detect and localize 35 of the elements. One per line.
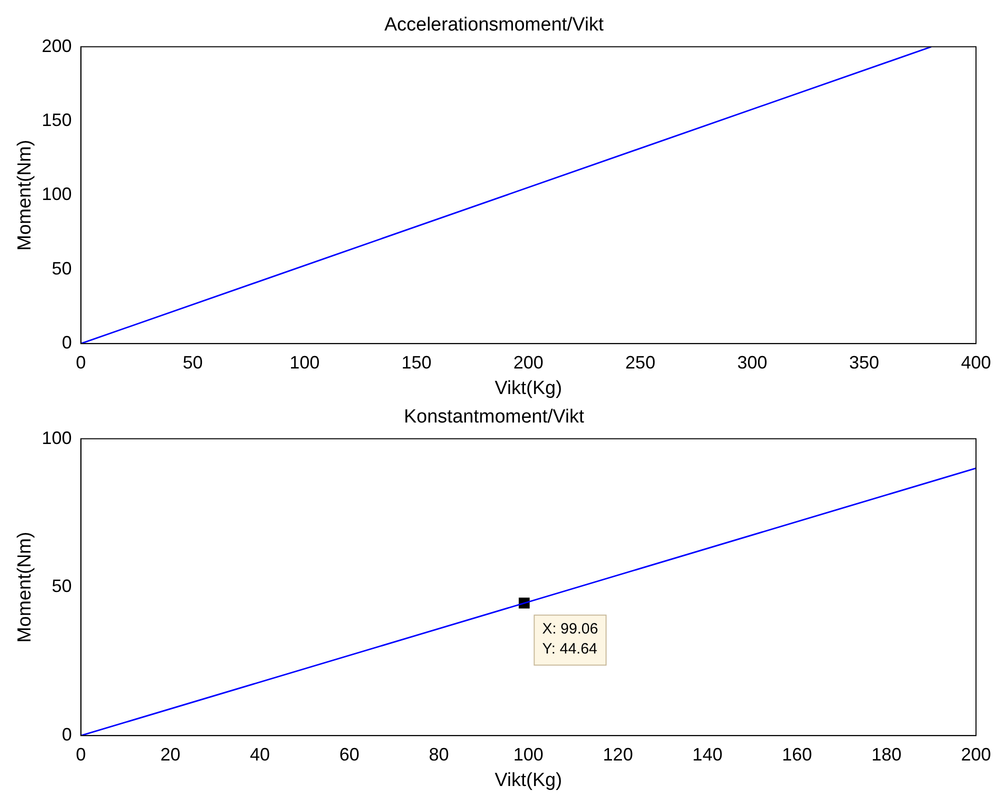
y-tick-label: 0 [62,332,72,353]
x-tick-label: 60 [339,744,360,764]
y-tick-label: 200 [42,36,72,56]
x-tick-label: 350 [849,352,880,372]
annotation: X: 99.06 Y: 44.64 [542,620,598,658]
x-axis-title: Vikt(Kg) [494,770,562,791]
y-tick-label: 50 [52,576,72,596]
x-tick-label: 0 [76,744,86,764]
y-tick-label: 50 [52,258,72,278]
x-tick-label: 120 [602,744,633,764]
x-tick-label: 50 [182,352,203,372]
x-tick-label: 300 [737,352,768,372]
x-tick-label: 200 [513,352,544,372]
x-tick-label: 140 [692,744,722,764]
x-tick-label: 80 [428,744,449,764]
x-tick-label: 160 [782,744,812,764]
x-tick-label: 100 [290,352,320,372]
x-tick-label: 180 [871,744,902,764]
chart-title: Accelerationsmoment/Vikt [384,14,604,36]
y-tick-label: 0 [62,724,72,745]
x-tick-label: 100 [513,744,544,764]
x-tick-label: 250 [625,352,656,372]
y-axis-title: Moment(Nm) [14,532,36,643]
y-tick-label: 150 [42,110,72,130]
x-tick-label: 0 [76,352,86,372]
y-axis-title: Moment(Nm) [14,140,36,251]
x-tick-label: 20 [160,744,180,764]
x-tick-label: 400 [960,352,992,372]
x-tick-label: 150 [401,352,432,372]
x-tick-label: 200 [960,744,992,764]
x-axis-title: Vikt(Kg) [494,378,562,399]
y-tick-label: 100 [42,428,72,448]
chart-title: Konstantmoment/Vikt [404,406,585,428]
y-tick-label: 100 [42,184,72,204]
x-tick-label: 40 [250,744,270,764]
